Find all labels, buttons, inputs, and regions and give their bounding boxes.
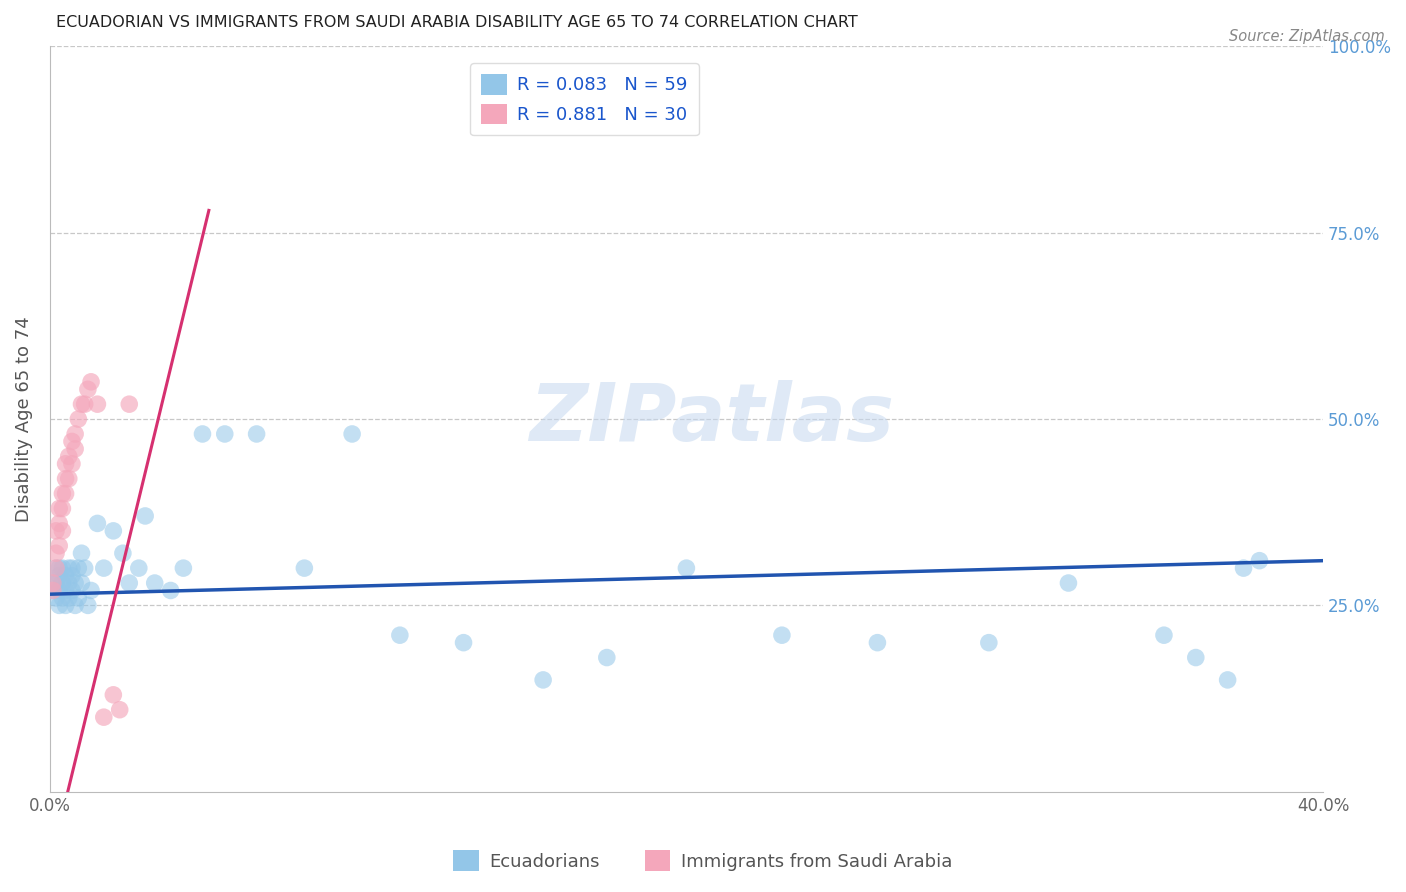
Point — [51, 486, 73, 500]
Text: ECUADORIAN VS IMMIGRANTS FROM SAUDI ARABIA DISABILITY AGE 65 TO 74 CORRELATION C: ECUADORIAN VS IMMIGRANTS FROM SAUDI ARAB… — [56, 15, 858, 30]
Point — [675, 561, 697, 575]
Point — [45, 561, 67, 575]
Point — [596, 650, 619, 665]
Point — [42, 576, 65, 591]
Point — [1153, 628, 1175, 642]
Legend: Ecuadorians, Immigrants from Saudi Arabia: Ecuadorians, Immigrants from Saudi Arabi… — [446, 843, 960, 879]
Point — [977, 635, 1000, 649]
Point — [45, 576, 67, 591]
Point — [45, 546, 67, 560]
Point — [118, 576, 141, 591]
Point — [45, 591, 67, 605]
Point — [45, 524, 67, 538]
Point — [1232, 561, 1254, 575]
Point — [48, 561, 70, 575]
Point — [770, 628, 793, 642]
Point — [60, 561, 83, 575]
Point — [128, 561, 150, 575]
Point — [1057, 576, 1080, 591]
Point — [48, 568, 70, 582]
Point — [48, 516, 70, 531]
Point — [60, 457, 83, 471]
Point — [58, 561, 80, 575]
Point — [1249, 554, 1271, 568]
Point — [60, 434, 83, 449]
Point — [67, 591, 90, 605]
Point — [340, 427, 363, 442]
Point — [58, 472, 80, 486]
Point — [58, 450, 80, 464]
Point — [51, 576, 73, 591]
Point — [63, 442, 86, 456]
Point — [70, 546, 93, 560]
Point — [48, 599, 70, 613]
Point — [67, 561, 90, 575]
Point — [73, 561, 96, 575]
Point — [134, 508, 156, 523]
Point — [159, 583, 181, 598]
Text: Source: ZipAtlas.com: Source: ZipAtlas.com — [1229, 29, 1385, 44]
Point — [86, 397, 108, 411]
Point — [70, 576, 93, 591]
Point — [55, 457, 77, 471]
Point — [60, 568, 83, 582]
Point — [45, 561, 67, 575]
Point — [70, 397, 93, 411]
Point — [143, 576, 166, 591]
Point — [246, 427, 269, 442]
Point — [55, 472, 77, 486]
Point — [58, 591, 80, 605]
Point — [73, 397, 96, 411]
Point — [86, 516, 108, 531]
Point — [63, 427, 86, 442]
Point — [866, 635, 889, 649]
Point — [80, 583, 103, 598]
Point — [51, 561, 73, 575]
Text: ZIPatlas: ZIPatlas — [530, 380, 894, 458]
Point — [55, 486, 77, 500]
Point — [1184, 650, 1206, 665]
Point — [103, 524, 125, 538]
Point — [51, 501, 73, 516]
Point — [214, 427, 236, 442]
Point — [51, 591, 73, 605]
Point — [388, 628, 411, 642]
Y-axis label: Disability Age 65 to 74: Disability Age 65 to 74 — [15, 316, 32, 522]
Point — [111, 546, 134, 560]
Point — [42, 583, 65, 598]
Point — [1216, 673, 1239, 687]
Point — [63, 599, 86, 613]
Point — [108, 703, 131, 717]
Point — [76, 382, 98, 396]
Point — [453, 635, 475, 649]
Point — [80, 375, 103, 389]
Point — [93, 710, 115, 724]
Point — [292, 561, 315, 575]
Point — [58, 576, 80, 591]
Point — [93, 561, 115, 575]
Point — [531, 673, 554, 687]
Point — [55, 568, 77, 582]
Point — [51, 524, 73, 538]
Point — [191, 427, 214, 442]
Point — [76, 599, 98, 613]
Point — [103, 688, 125, 702]
Point — [42, 576, 65, 591]
Point — [55, 599, 77, 613]
Point — [118, 397, 141, 411]
Point — [67, 412, 90, 426]
Point — [42, 583, 65, 598]
Point — [55, 583, 77, 598]
Point — [60, 583, 83, 598]
Point — [48, 583, 70, 598]
Legend: R = 0.083   N = 59, R = 0.881   N = 30: R = 0.083 N = 59, R = 0.881 N = 30 — [471, 63, 699, 136]
Point — [172, 561, 194, 575]
Point — [63, 576, 86, 591]
Point — [48, 501, 70, 516]
Point — [48, 539, 70, 553]
